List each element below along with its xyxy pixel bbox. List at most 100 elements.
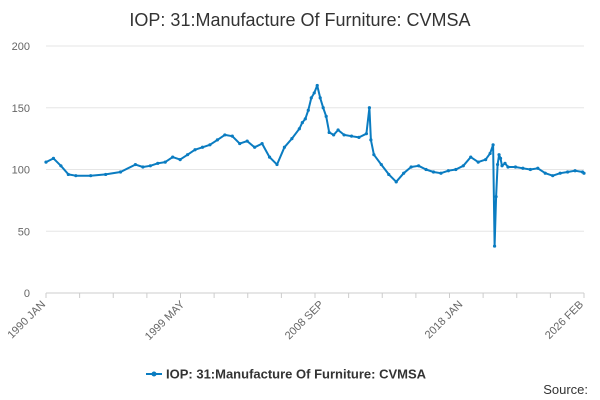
data-point[interactable]	[494, 195, 498, 199]
y-tick-label: 200	[12, 41, 30, 53]
data-point[interactable]	[558, 171, 562, 175]
y-axis-ticks: 0 50 100 150 200	[12, 41, 30, 300]
data-point[interactable]	[245, 139, 249, 143]
data-point[interactable]	[495, 162, 500, 167]
data-point[interactable]	[297, 127, 301, 131]
data-point[interactable]	[282, 145, 287, 149]
data-point[interactable]	[454, 167, 458, 172]
data-point[interactable]	[357, 135, 361, 139]
data-point[interactable]	[208, 143, 212, 147]
data-point[interactable]	[230, 134, 234, 138]
data-point[interactable]	[476, 160, 480, 164]
data-point[interactable]	[506, 165, 510, 169]
data-point[interactable]	[66, 172, 70, 177]
data-point[interactable]	[141, 165, 145, 169]
data-point[interactable]	[488, 151, 492, 156]
data-point[interactable]	[59, 164, 63, 168]
data-point[interactable]	[573, 169, 577, 173]
legend[interactable]: IOP: 31:Manufacture Of Furniture: CVMSA	[146, 367, 427, 382]
x-tick-label: 1999 MAY	[143, 298, 188, 343]
data-point[interactable]	[342, 133, 346, 137]
data-point[interactable]	[89, 174, 93, 178]
data-point[interactable]	[461, 164, 465, 168]
data-point[interactable]	[349, 134, 354, 138]
data-point[interactable]	[156, 161, 160, 165]
data-point[interactable]	[200, 145, 205, 149]
data-point[interactable]	[215, 138, 219, 142]
data-point[interactable]	[223, 133, 227, 137]
data-point[interactable]	[484, 158, 488, 162]
data-point[interactable]	[332, 133, 336, 137]
data-point[interactable]	[582, 171, 586, 175]
data-point[interactable]	[51, 156, 56, 160]
data-point[interactable]	[379, 162, 383, 167]
data-point[interactable]	[312, 91, 316, 95]
data-point[interactable]	[469, 155, 473, 159]
legend-label: IOP: 31:Manufacture Of Furniture: CVMSA	[166, 367, 427, 382]
data-point[interactable]	[133, 162, 138, 167]
data-point[interactable]	[336, 128, 340, 132]
x-tick-label: 1990 JAN	[5, 299, 48, 342]
data-point[interactable]	[118, 170, 123, 174]
data-point[interactable]	[394, 180, 398, 184]
data-point[interactable]	[492, 244, 497, 248]
data-point[interactable]	[104, 172, 108, 177]
data-point[interactable]	[372, 153, 376, 157]
source-label: Source:	[543, 382, 588, 397]
data-point[interactable]	[364, 132, 369, 136]
data-point[interactable]	[497, 153, 501, 157]
data-point[interactable]	[193, 148, 197, 152]
data-point[interactable]	[503, 161, 507, 165]
legend-marker	[151, 371, 157, 377]
data-point[interactable]	[163, 160, 167, 164]
data-point[interactable]	[290, 137, 294, 141]
data-point[interactable]	[528, 167, 532, 172]
data-point[interactable]	[369, 138, 373, 142]
data-point[interactable]	[409, 165, 413, 169]
data-point[interactable]	[148, 164, 152, 168]
data-point[interactable]	[275, 162, 279, 167]
x-tick-label: 2008 SEP	[283, 299, 327, 343]
data-point[interactable]	[260, 141, 264, 146]
data-point[interactable]	[491, 143, 495, 147]
data-point[interactable]	[536, 166, 540, 170]
data-point[interactable]	[318, 96, 322, 100]
data-point[interactable]	[424, 167, 428, 172]
data-point[interactable]	[303, 117, 307, 121]
data-point[interactable]	[253, 145, 257, 149]
data-point[interactable]	[178, 158, 182, 162]
data-point[interactable]	[309, 96, 313, 100]
data-point[interactable]	[324, 114, 328, 118]
data-point[interactable]	[44, 160, 48, 164]
data-point[interactable]	[513, 165, 518, 169]
data-point[interactable]	[416, 164, 421, 168]
data-point[interactable]	[171, 155, 175, 159]
data-point[interactable]	[543, 171, 547, 175]
data-point[interactable]	[185, 153, 190, 157]
data-point[interactable]	[439, 171, 443, 175]
data-point[interactable]	[321, 106, 325, 110]
x-tick-label: 2026 FEB	[543, 299, 586, 342]
data-point[interactable]	[315, 83, 319, 88]
data-point[interactable]	[327, 130, 331, 135]
y-tick-label: 100	[12, 165, 30, 177]
data-point[interactable]	[431, 170, 436, 174]
data-point[interactable]	[267, 155, 272, 159]
data-point[interactable]	[446, 169, 450, 173]
data-point[interactable]	[498, 156, 503, 160]
data-point[interactable]	[367, 106, 371, 110]
data-point[interactable]	[387, 172, 391, 177]
data-point[interactable]	[238, 141, 242, 146]
y-tick-label: 50	[18, 226, 30, 238]
data-point[interactable]	[521, 166, 525, 170]
x-tick-label: 2018 JAN	[423, 299, 466, 342]
data-point[interactable]	[566, 170, 570, 174]
data-point[interactable]	[551, 174, 555, 178]
data-point[interactable]	[402, 171, 406, 175]
data-point[interactable]	[306, 108, 310, 112]
data-point[interactable]	[500, 164, 504, 168]
series-layer	[44, 83, 586, 248]
data-point[interactable]	[300, 120, 304, 125]
data-point[interactable]	[74, 174, 78, 178]
